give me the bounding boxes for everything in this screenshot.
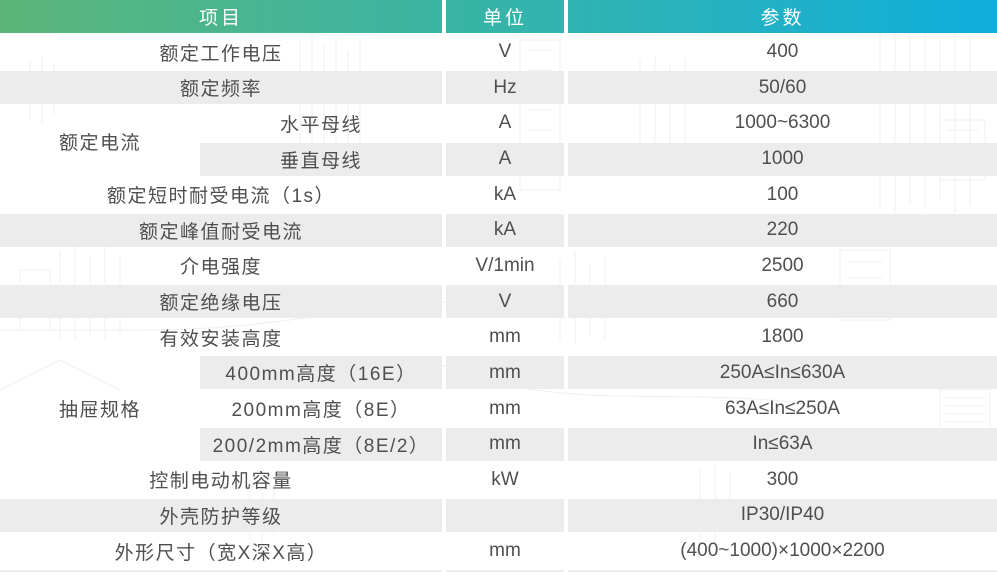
unit-cell: kA [493,183,517,205]
param-cell: 100 [766,183,799,205]
table-row: 控制电动机容量 kW 300 [0,463,997,496]
table-row: 有效安装高度 mm 1800 [0,321,997,354]
unit-cell [446,498,564,532]
sub-item-cell: 垂直母线 [200,142,442,176]
item-cell: 外形尺寸（宽X深X高） [114,542,328,564]
item-cell: 外壳防护等级 [0,498,442,532]
table-row: 水平母线 A 1000~6300 [0,107,997,140]
unit-cell [446,570,564,572]
unit-cell: Hz [446,71,564,105]
param-cell: 1000 [568,142,997,176]
unit-cell: V/1min [475,254,535,276]
table-row: 额定绝缘电压 V 660 [0,285,997,319]
param-cell: (400~1000)×1000×2200 [680,540,885,562]
unit-cell: V [446,285,564,319]
param-cell: 400 [766,41,799,63]
item-cell: 额定峰值耐受电流 [0,213,442,247]
item-cell-split: 水平母线 [0,107,442,140]
column-divider [564,0,568,33]
unit-cell: mm [489,326,521,348]
table-row: 介电强度 V/1min 2500 [0,249,997,282]
param-cell: In≤63A [568,427,997,461]
item-cell: 额定频率 [0,71,442,105]
table-row: 额定短时耐受电流（1s） kA 100 [0,178,997,211]
item-cell-split: 200mm高度（8E） [0,392,442,425]
param-cell: 2500 [761,254,804,276]
sub-item-cell: 水平母线 [279,114,362,136]
unit-cell: mm [446,427,564,461]
unit-cell: V [498,41,512,63]
item-cell: 有效安装高度 [159,328,283,350]
table-row: 400mm高度（16E） mm 250A≤In≤630A [0,356,997,390]
param-cell: 220 [568,213,997,247]
item-cell-split: 200/2mm高度（8E/2） [0,427,442,461]
param-cell [568,570,997,572]
item-cell-split: 400mm高度（16E） [0,356,442,390]
table-row: 外壳防护等级 IP30/IP40 [0,498,997,532]
group-cell-drawer-spec: 抽屉规格 [58,400,141,422]
sub-item-cell: 400mm高度（16E） [200,356,442,390]
param-cell: IP30/IP40 [568,498,997,532]
header-unit-column: 单位 [482,8,527,29]
unit-cell: A [498,112,512,134]
table-row: 外形尺寸（宽X深X高） mm (400~1000)×1000×2200 [0,535,997,568]
item-cell [0,570,442,572]
param-cell: 1800 [761,326,804,348]
table-row: 额定频率 Hz 50/60 [0,71,997,105]
table-row: 200mm高度（8E） mm 63A≤In≤250A [0,392,997,425]
header-param-column: 参数 [760,8,805,29]
table-row: 额定工作电压 V 400 [0,36,997,69]
item-cell: 额定短时耐受电流（1s） [106,186,336,208]
unit-cell: mm [446,356,564,390]
unit-cell: A [446,142,564,176]
column-divider [442,0,446,33]
item-cell-split: 垂直母线 [0,142,442,176]
unit-cell: mm [489,540,521,562]
item-cell: 控制电动机容量 [149,471,293,493]
param-cell: 660 [568,285,997,319]
item-cell: 额定工作电压 [159,43,283,65]
cutoff-row [0,570,997,572]
table-header-row: 项目 单位 参数 [0,0,997,33]
param-cell: 1000~6300 [734,112,831,134]
param-cell: 50/60 [568,71,997,105]
sub-item-cell: 200mm高度（8E） [231,400,411,422]
sub-item-cell: 200/2mm高度（8E/2） [200,427,442,461]
param-cell: 63A≤In≤250A [725,397,840,419]
table-row: 垂直母线 A 1000 [0,142,997,176]
header-item-column: 项目 [198,8,243,29]
unit-cell: mm [489,397,521,419]
table-row: 额定峰值耐受电流 kA 220 [0,213,997,247]
table-row: 200/2mm高度（8E/2） mm In≤63A [0,427,997,461]
param-cell: 250A≤In≤630A [568,356,997,390]
item-cell: 介电强度 [179,257,262,279]
item-cell: 额定绝缘电压 [0,285,442,319]
unit-cell: kA [446,213,564,247]
unit-cell: kW [491,468,519,490]
group-cell-rated-current: 额定电流 [58,133,141,154]
param-cell: 300 [766,468,799,490]
